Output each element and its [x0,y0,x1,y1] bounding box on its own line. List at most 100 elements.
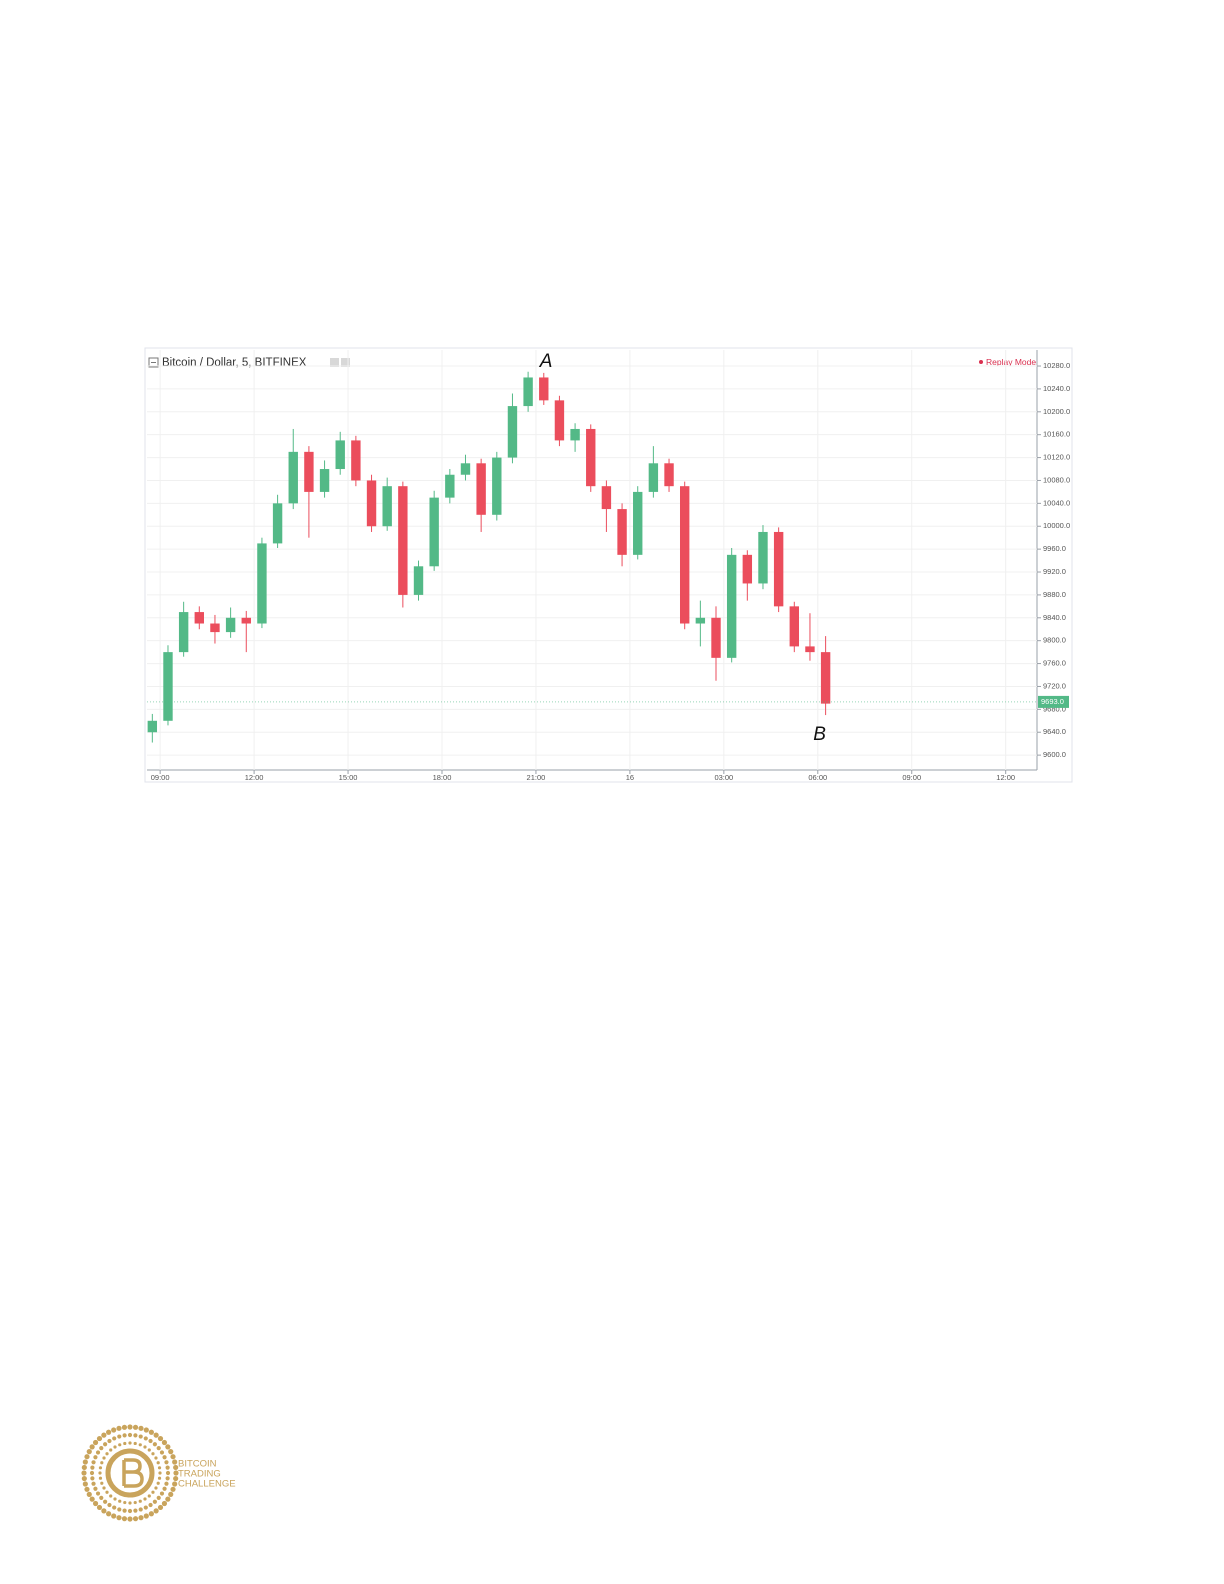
logo-dot [86,1449,92,1455]
logo-dot [121,1424,128,1430]
logo-dot [165,1496,171,1502]
logo-dot [90,1476,95,1481]
candle-body [679,486,690,624]
x-tick-label: 18:00 [433,773,452,782]
logo-dot [89,1444,95,1450]
logo-dot [138,1425,144,1431]
grid [147,350,1037,770]
candle-body [554,400,565,441]
logo-dot [172,1481,178,1487]
x-tick-label: 03:00 [714,773,733,782]
annotation: B [813,724,826,745]
logo-dot [105,1452,109,1456]
logo-dot [118,1443,122,1447]
logo-dot [152,1499,157,1504]
logo-dot [165,1444,171,1450]
logo-dot [91,1460,96,1465]
chart-title: Bitcoin / Dollar, 5, BITFINEX [162,357,307,369]
logo-dot [173,1464,179,1471]
logo-text: BITCOIN [178,1459,217,1470]
logo-dot [105,1490,109,1494]
logo-dot [118,1499,122,1503]
logo-dot [152,1442,157,1447]
candle-body [335,440,345,470]
logo-dot [99,1495,104,1500]
y-tick-label: 10160.0 [1043,430,1070,439]
x-tick-label: 21:00 [527,773,546,782]
logo-dot [111,1513,117,1519]
logo-dot [158,1471,162,1475]
candle-body [429,497,439,567]
x-tick-label: 12:00 [996,773,1015,782]
logo-dot [157,1476,162,1480]
logo: BITCOIN TRADING CHALLENGE [81,1424,236,1522]
logo-dot [148,1502,153,1508]
candle-body [257,543,267,624]
y-tick-label: 10080.0 [1043,475,1070,484]
logo-dot [117,1507,122,1512]
logo-dot [122,1433,127,1438]
logo-dot [127,1432,133,1438]
logo-dot [111,1427,117,1433]
logo-dot [133,1500,137,1505]
logo-dot [132,1424,139,1430]
logo-dot [82,1459,88,1465]
x-tick-label: 09:00 [902,773,921,782]
candle-body [147,720,158,733]
logo-dot [138,1507,143,1512]
logo-dot [101,1432,107,1438]
logo-dot [165,1470,171,1476]
y-tick-label: 10280.0 [1043,361,1070,370]
logo-dot [133,1508,138,1513]
collapse-icon[interactable] [148,357,159,368]
x-tick-label: 15:00 [339,773,358,782]
logo-dot [98,1476,103,1480]
logo-dot [106,1511,112,1517]
candle-body [163,652,173,721]
logo-dot [154,1486,158,1490]
logo-dot [170,1486,176,1492]
replay-mode: Replay Mode [986,357,1036,367]
candle-body [789,606,799,647]
candle-body [398,486,408,595]
toggle-icon[interactable] [330,358,339,367]
candle-body [272,503,283,544]
logo-dot [113,1445,117,1449]
logo-dot [173,1475,179,1482]
chart-panel [144,347,1073,783]
candle-body [648,463,659,492]
candle-body [617,509,627,555]
logo-dot [161,1439,168,1446]
x-tick-label: 09:00 [151,773,170,782]
toggle-icon[interactable] [341,358,350,367]
logo-dot [101,1508,107,1514]
y-tick-label: 9920.0 [1043,567,1066,576]
logo-dot [162,1486,167,1491]
candle-body [507,406,518,458]
logo-dot [170,1454,176,1460]
logo-text: TRADING [178,1469,221,1480]
last-price-box [1038,695,1069,708]
candle-body [586,428,596,487]
logo-dot [100,1461,104,1465]
candle-body [805,646,815,653]
logo-dot [153,1508,159,1514]
candle-body [570,428,580,441]
logo-dot [148,1438,153,1444]
logo-dot [86,1491,92,1497]
y-tick-label: 10120.0 [1043,453,1070,462]
candle-body [304,451,314,492]
logo-dot [98,1466,103,1470]
logo-dot [147,1494,151,1498]
logo-dot [95,1491,101,1496]
y-tick-label: 9680.0 [1043,704,1066,713]
candle-body [241,617,251,624]
candle-body [460,463,471,475]
logo-text: CHALLENGE [178,1479,236,1490]
logo-dot [90,1465,95,1470]
logo-dot [89,1496,95,1502]
logo-dot [82,1481,88,1487]
candle-body [695,617,706,624]
last-price-label: 9693.0 [1041,697,1064,706]
logo-dot [151,1490,155,1494]
